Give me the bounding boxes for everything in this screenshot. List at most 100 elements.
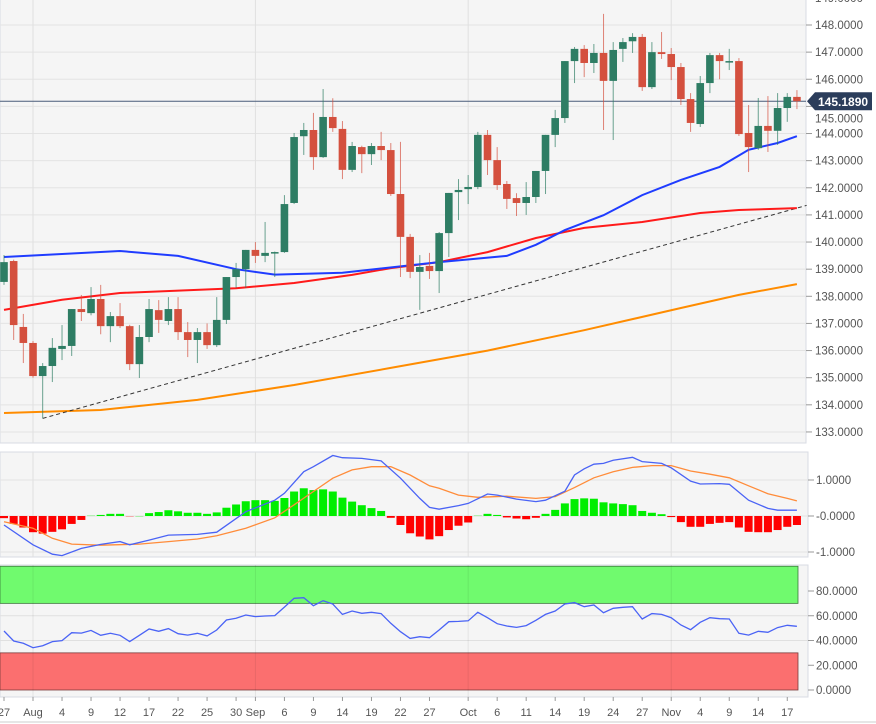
macd-histogram-bar — [232, 504, 241, 516]
rsi-panel[interactable]: 0.0000 20.0000 40.0000 60.0000 80.0000 — [0, 564, 858, 698]
candle — [0, 255, 8, 285]
candle-body — [715, 55, 724, 62]
candle-body — [377, 145, 385, 151]
macd-histogram-bar — [377, 510, 386, 516]
candle-body — [261, 252, 269, 256]
macd-histogram-bar — [734, 516, 743, 528]
candle — [590, 43, 598, 74]
macd-histogram-bar — [696, 516, 705, 527]
candle — [145, 299, 153, 343]
candle — [793, 90, 801, 110]
candle-body — [174, 309, 182, 333]
date-tick-label: 19 — [578, 707, 590, 719]
macd-histogram-bar — [106, 513, 115, 516]
macd-histogram-bar — [154, 512, 163, 516]
macd-histogram-bar — [580, 498, 589, 516]
candle — [357, 145, 366, 174]
candle — [38, 363, 47, 419]
macd-histogram-bar — [125, 516, 134, 517]
macd-histogram-bar — [792, 516, 801, 525]
candle-body — [493, 160, 501, 186]
macd-histogram-bar — [754, 516, 763, 533]
candle-body — [19, 326, 28, 343]
date-tick-label: 22 — [394, 707, 406, 719]
candle — [106, 312, 115, 343]
macd-histogram-bar — [319, 489, 328, 516]
price-tick-label: 146.0000 — [815, 74, 863, 86]
macd-histogram-bar — [261, 500, 270, 516]
candle — [735, 58, 743, 136]
candle-body — [125, 326, 134, 365]
candle — [638, 33, 647, 91]
candle-body — [551, 118, 559, 135]
candle — [551, 109, 559, 148]
price-tick-label: 144.0000 — [815, 129, 863, 141]
candle — [135, 325, 144, 378]
candle — [599, 13, 608, 130]
date-tick-label: 14 — [752, 707, 764, 719]
candle — [580, 45, 588, 78]
candle-body — [9, 261, 18, 326]
macd-histogram-bar — [444, 516, 453, 531]
date-tick-label: 14 — [549, 707, 561, 719]
macd-histogram-bar — [589, 498, 598, 516]
macd-histogram-bar — [77, 516, 86, 520]
candle — [174, 297, 182, 340]
macd-histogram-bar — [618, 504, 627, 516]
candle-body — [532, 170, 540, 198]
date-tick-label: 27 — [423, 707, 435, 719]
macd-histogram-bar — [203, 513, 212, 516]
candle-body — [773, 108, 782, 131]
macd-plot-area — [0, 451, 809, 558]
price-tick-label: 147.0000 — [815, 47, 863, 59]
candle — [464, 175, 472, 205]
candle-body — [590, 52, 598, 63]
candle — [619, 38, 627, 62]
macd-histogram-bar — [299, 488, 308, 516]
candle-body — [464, 186, 472, 190]
macd-panel[interactable]: 1.0000 -0.0000 -1.0000 — [0, 451, 855, 559]
macd-histogram-bar — [715, 516, 724, 523]
macd-histogram-bar — [773, 516, 782, 531]
macd-histogram-bar — [174, 511, 183, 516]
price-panel[interactable]: 133.0000 134.0000 135.0000 136.0000 137.0000… — [0, 0, 872, 444]
date-tick-label: Oct — [460, 707, 477, 719]
candle-body — [203, 332, 211, 346]
candle — [212, 297, 221, 348]
candle — [116, 303, 124, 329]
candle — [706, 52, 714, 94]
candle — [309, 112, 318, 170]
candle-body — [609, 49, 618, 81]
date-tick-label: Nov — [661, 707, 681, 719]
macd-histogram-bar — [183, 512, 192, 516]
date-axis: 27 Aug 4 9 12 17 22 25 30 Sep 6 9 14 19 22 27 Oct 6 11 14 19… — [0, 697, 876, 723]
candle — [493, 147, 501, 190]
macd-histogram-bar — [367, 508, 376, 516]
candle — [193, 328, 202, 364]
candle-body — [338, 128, 347, 170]
candle — [406, 233, 414, 279]
macd-histogram-bar — [483, 513, 492, 516]
candle-body — [706, 55, 714, 84]
date-tick-label: 9 — [88, 707, 94, 719]
macd-histogram-bar — [67, 516, 76, 524]
macd-histogram-bar — [522, 516, 531, 520]
candle-body — [183, 332, 192, 340]
macd-histogram-bar — [19, 516, 28, 528]
candle — [445, 192, 453, 257]
date-tick-label: 14 — [336, 707, 348, 719]
rsi-tick-label: 80.0000 — [816, 586, 858, 598]
macd-histogram-bar — [493, 514, 502, 516]
candle — [203, 323, 211, 349]
macd-histogram-bar — [406, 516, 415, 534]
macd-line — [3, 454, 797, 557]
candle-body — [164, 309, 173, 321]
rsi-overbought-zone — [0, 565, 799, 604]
date-tick-label: 24 — [607, 707, 619, 719]
date-tick-label: 4 — [697, 707, 703, 719]
candle-body — [677, 67, 685, 100]
rsi-tick-label: 40.0000 — [816, 636, 858, 648]
date-tick-label: 27 — [636, 707, 648, 719]
candle — [696, 76, 705, 128]
price-tick-label: 149.0000 — [815, 0, 863, 5]
